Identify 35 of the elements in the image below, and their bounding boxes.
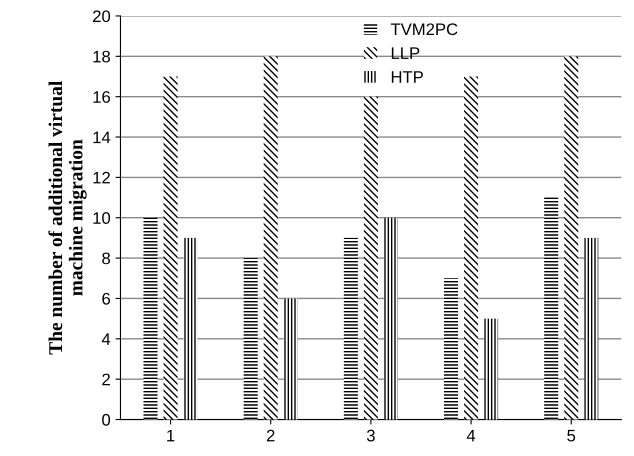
bar — [164, 76, 178, 420]
bar — [464, 76, 478, 420]
legend-label: TVM2PC — [390, 23, 458, 36]
bar — [144, 218, 158, 420]
y-tick-label: 14 — [93, 132, 110, 144]
y-tick-label: 2 — [102, 374, 110, 386]
bar — [444, 278, 458, 420]
y-tick-label: 12 — [93, 172, 110, 184]
legend-label: HTP — [392, 71, 423, 83]
bar — [484, 318, 498, 420]
bar — [284, 298, 298, 420]
bar — [564, 56, 578, 420]
y-tick-label: 0 — [102, 414, 110, 426]
bar — [584, 238, 598, 420]
y-axis-title: The number of additional virtual machine migration — [48, 81, 87, 354]
legend-label: LLP — [392, 47, 420, 59]
bar — [344, 238, 358, 420]
bar — [264, 56, 278, 420]
y-tick-label: 16 — [93, 91, 110, 103]
y-tick-label: 6 — [102, 292, 110, 305]
y-tick-label: 10 — [93, 212, 110, 224]
bar — [364, 96, 378, 420]
x-tick-label: 1 — [167, 430, 174, 442]
y-tick-label: 4 — [102, 333, 110, 345]
x-tick-label: 2 — [266, 430, 275, 442]
bar — [184, 238, 198, 420]
x-tick-label: 4 — [466, 430, 476, 442]
x-tick-label: 3 — [366, 430, 375, 442]
y-tick-label: 8 — [102, 252, 110, 264]
y-tick-label: 18 — [93, 50, 110, 63]
y-tick-label: 20 — [93, 10, 110, 22]
bar — [244, 258, 258, 420]
x-tick-label: 5 — [567, 430, 576, 442]
bar — [544, 198, 558, 420]
bar — [384, 218, 398, 420]
